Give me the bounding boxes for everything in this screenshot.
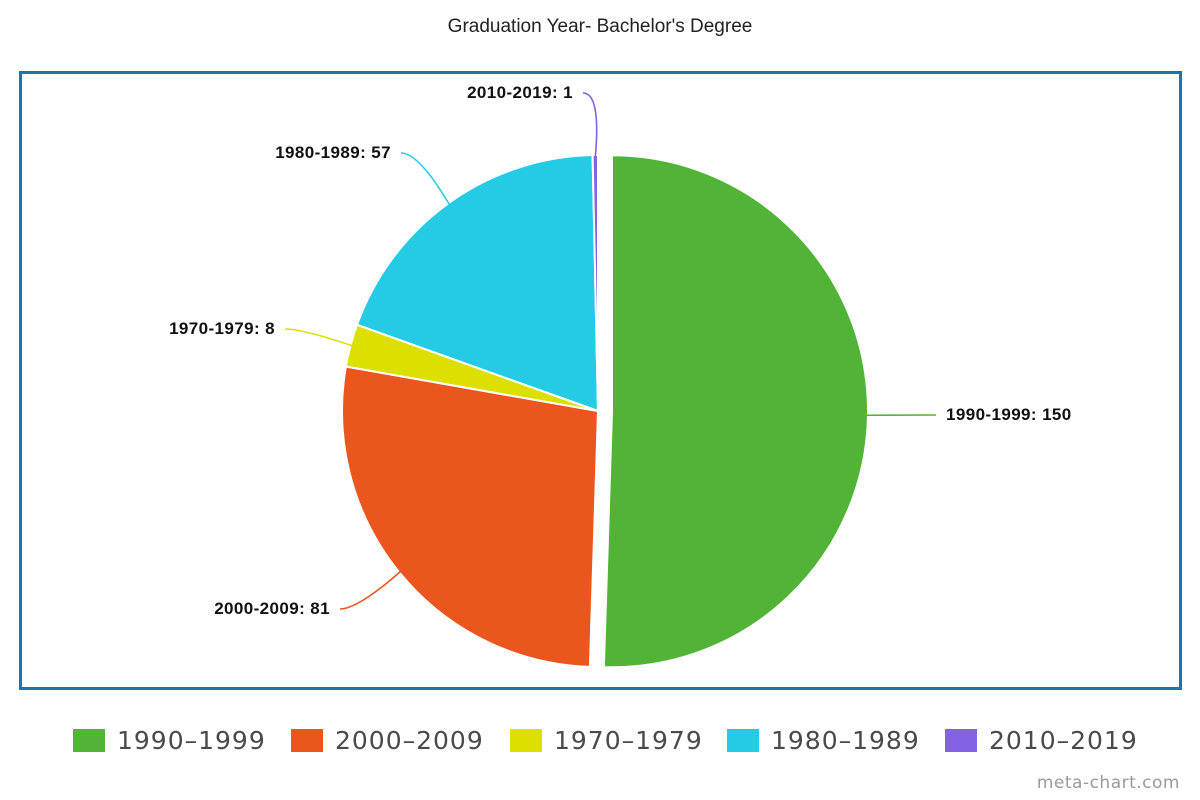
legend-swatch: [510, 728, 542, 752]
legend-swatch: [291, 728, 323, 752]
pie-slice-2000-2009[interactable]: [341, 365, 600, 668]
legend-label: 1980–1989: [771, 725, 920, 755]
legend-swatch: [73, 728, 105, 752]
legend-item-1990-1999[interactable]: 1990–1999: [73, 722, 266, 758]
legend-label: 2010–2019: [989, 725, 1138, 755]
legend-item-1970-1979[interactable]: 1970–1979: [510, 722, 703, 758]
data-label-1970-1979: 1970-1979: 8: [169, 319, 275, 338]
data-label-2000-2009: 2000-2009: 81: [214, 599, 330, 618]
legend-label: 2000–2009: [335, 725, 484, 755]
data-label-2010-2019: 2010-2019: 1: [467, 83, 573, 102]
legend-item-2010-2019[interactable]: 2010–2019: [945, 722, 1138, 758]
data-label-1980-1989: 1980-1989: 57: [275, 143, 391, 162]
connector-2010-2019: [582, 92, 598, 158]
pie-slice-1990-1999[interactable]: [602, 154, 869, 669]
legend-item-2000-2009[interactable]: 2000–2009: [291, 722, 484, 758]
connector-1970-1979: [284, 328, 353, 347]
legend-swatch: [945, 728, 977, 752]
connector-1980-1989: [400, 152, 451, 206]
watermark: meta-chart.com: [1036, 773, 1180, 793]
legend-item-1980-1989[interactable]: 1980–1989: [727, 722, 920, 758]
data-label-1990-1999: 1990-1999: 150: [946, 405, 1072, 424]
legend: 1990–1999 2000–2009 1970–1979 1980–1989 2010…: [0, 722, 1200, 758]
legend-label: 1990–1999: [117, 725, 266, 755]
connector-2000-2009: [339, 570, 402, 610]
legend-swatch: [727, 728, 759, 752]
chart-title: Graduation Year- Bachelor's Degree: [447, 16, 753, 37]
plot-area-frame: [19, 71, 1182, 690]
legend-label: 1970–1979: [554, 725, 703, 755]
